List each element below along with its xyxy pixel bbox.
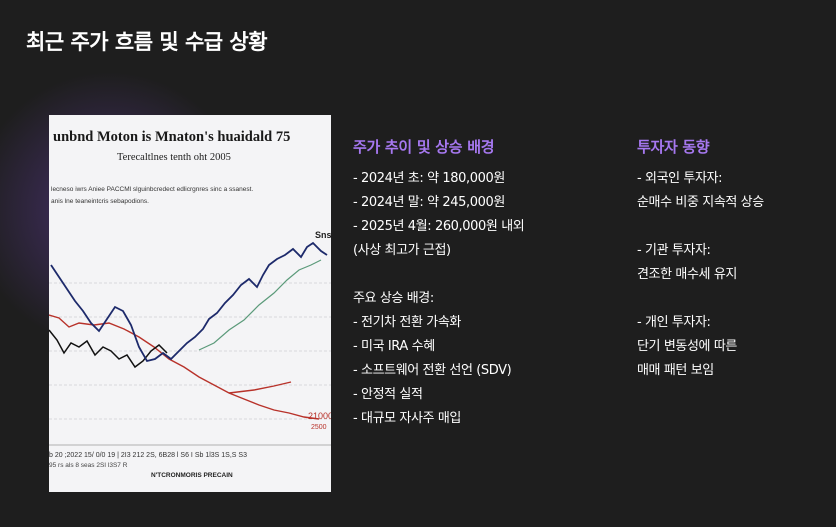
image-label-value: 21000	[308, 411, 331, 421]
growth-background-item: - 소프트웨어 전환 선언 (SDV)	[353, 363, 512, 378]
series-black-line	[49, 329, 168, 369]
growth-background-heading: 주요 상승 배경:	[353, 291, 434, 306]
price-trend-item: - 2025년 4월: 260,000원 내외	[353, 219, 525, 234]
spacer	[637, 287, 827, 311]
image-label-value-2: 2500	[311, 424, 327, 431]
image-x-ticks-1: b 20 ;2022 15/ 0/0 19 | 2I3 212 2S, 6B28…	[49, 452, 247, 459]
foreign-investor-desc: 순매수 비중 지속적 상승	[637, 195, 764, 210]
chart-gridlines	[49, 282, 331, 420]
growth-background-item: - 안정적 실적	[353, 387, 423, 402]
series-red-short-line	[228, 381, 292, 394]
investor-trend-heading: 투자자 동향	[637, 138, 710, 156]
individual-investor-label: - 개인 투자자:	[637, 315, 711, 330]
stock-chart-image: unbnd Moton is Mnaton's huaidald 75 Tere…	[49, 115, 331, 492]
individual-investor-desc-2: 매매 패턴 보임	[637, 363, 714, 378]
growth-background-item: - 대규모 자사주 매입	[353, 411, 461, 426]
spacer	[353, 263, 613, 287]
image-x-ticks-2: 95 rs als 8 seas 2SI l3S7 R	[49, 462, 128, 469]
price-trend-heading: 주가 추이 및 상승 배경	[353, 138, 495, 156]
growth-background-item: - 전기차 전환 가속화	[353, 315, 461, 330]
image-x-label: N'TCRONMORIS PRECAIN	[151, 472, 233, 479]
price-trend-section: 주가 추이 및 상승 배경 - 2024년 초: 약 180,000원 - 20…	[353, 136, 613, 431]
individual-investor-desc: 단기 변동성에 따른	[637, 339, 737, 354]
image-description-1: lecneso iwrs Aniee PACCMl slguinbcredect…	[51, 186, 253, 193]
image-subtitle: Terecaltlnes tenth oht 2005	[117, 152, 231, 163]
chart-illustration: unbnd Moton is Mnaton's huaidald 75 Tere…	[49, 129, 331, 479]
price-trend-item: - 2024년 초: 약 180,000원	[353, 171, 505, 186]
image-description-2: anis lne teaneintcris sebapodions.	[51, 198, 149, 205]
price-trend-item: - 2024년 말: 약 245,000원	[353, 195, 505, 210]
series-red-line	[49, 314, 320, 420]
image-label-top-right: Sns	[315, 230, 331, 240]
institutional-investor-label: - 기관 투자자:	[637, 243, 711, 258]
investor-trend-section: 투자자 동향 - 외국인 투자자: 순매수 비중 지속적 상승 - 기관 투자자…	[637, 136, 827, 383]
growth-background-item: - 미국 IRA 수혜	[353, 339, 435, 354]
foreign-investor-label: - 외국인 투자자:	[637, 171, 723, 186]
image-title: unbnd Moton is Mnaton's huaidald 75	[53, 129, 290, 145]
series-navy-line	[50, 241, 328, 363]
price-trend-item: (사상 최고가 근접)	[353, 243, 451, 258]
page-title: 최근 주가 흐름 및 수급 상황	[26, 30, 268, 54]
series-green-line	[198, 259, 322, 351]
spacer	[637, 215, 827, 239]
institutional-investor-desc: 견조한 매수세 유지	[637, 267, 737, 282]
